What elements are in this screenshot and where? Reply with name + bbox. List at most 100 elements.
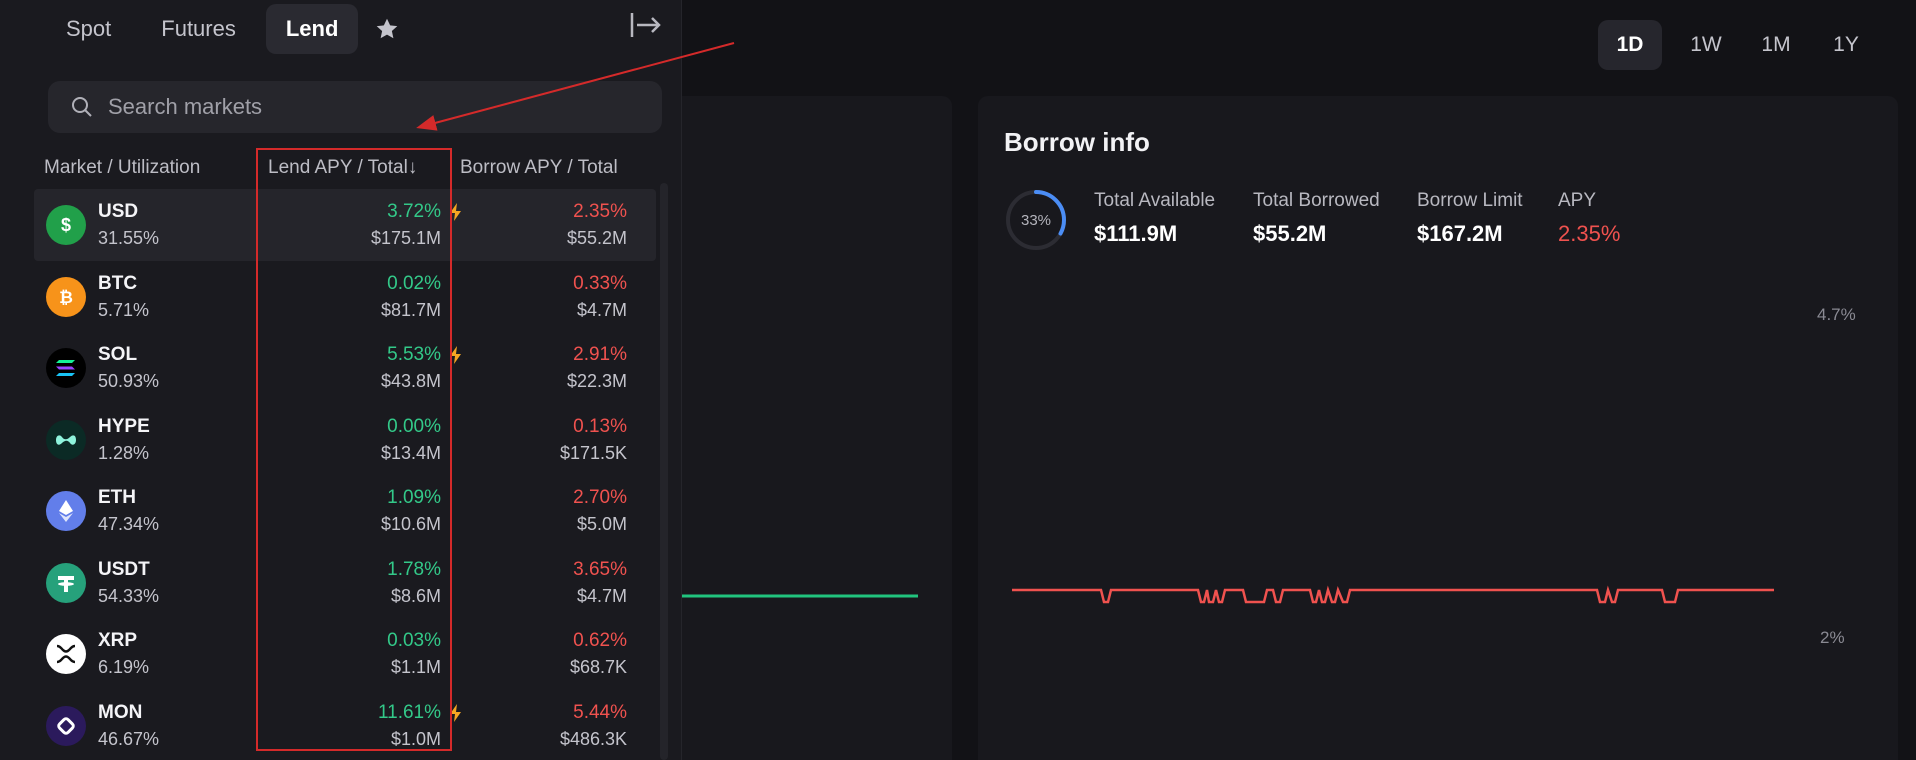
- apy-value: 2.35%: [1558, 221, 1621, 246]
- borrow-total: $486.3K: [559, 728, 627, 749]
- lend-total: $175.1M: [370, 228, 441, 248]
- svg-text:$: $: [61, 215, 71, 235]
- market-utilization: 50.93%: [98, 371, 160, 391]
- markets-panel: Spot Futures Lend Market / Utilization L…: [0, 0, 682, 760]
- borrow-total: $4.7M: [576, 585, 627, 606]
- apy-stat: APY 2.35%: [1558, 190, 1620, 247]
- borrow-limit-stat: Borrow Limit $167.2M: [1417, 190, 1523, 247]
- borrow-limit-label: Borrow Limit: [1417, 190, 1523, 211]
- market-utilization: 47.34%: [98, 514, 160, 534]
- market-symbol: USDT: [98, 558, 150, 580]
- star-icon[interactable]: [372, 14, 402, 44]
- utilization-ring: [1006, 190, 1066, 250]
- market-symbol: USD: [98, 201, 139, 222]
- column-header-borrow[interactable]: Borrow APY / Total: [460, 157, 618, 178]
- borrow-apy: 2.91%: [573, 344, 627, 365]
- market-utilization: 5.71%: [98, 299, 150, 320]
- svg-text:₿: ₿: [59, 288, 73, 307]
- total-borrowed-stat: Total Borrowed $55.2M: [1253, 190, 1380, 247]
- borrow-info-title: Borrow info: [1004, 127, 1150, 157]
- hype-coin-icon: [46, 419, 86, 460]
- lend-total: $43.8M: [380, 371, 441, 391]
- boost-bolt-icon: [450, 203, 461, 221]
- lend-apy: 11.61%: [378, 702, 465, 724]
- lend-total: $1.1M: [390, 657, 441, 677]
- range-tab-1d[interactable]: 1D: [1598, 20, 1662, 70]
- market-symbol: XRP: [98, 630, 138, 651]
- time-range-tabs: 1D 1W 1M 1Y: [1598, 20, 1878, 70]
- market-symbol: MON: [98, 701, 143, 723]
- sort-down-icon: ↓: [407, 157, 418, 178]
- column-header-market[interactable]: Market / Utilization: [44, 157, 201, 178]
- borrow-apy: 5.44%: [573, 701, 627, 723]
- total-available-label: Total Available: [1094, 190, 1216, 211]
- market-type-tabs: Spot Futures Lend: [46, 4, 402, 54]
- market-row-eth[interactable]: ETH 47.34% 1.09% $10.6M 2.70% $5.0M: [34, 475, 656, 547]
- markets-table: $ USD 31.55% 3.72% $175.1M 2.35% $55.2M …: [34, 189, 656, 760]
- lend-apy-value: 5.53%: [387, 344, 441, 365]
- lend-total: $81.7M: [380, 299, 441, 320]
- search-box[interactable]: [48, 81, 662, 133]
- market-utilization: 31.55%: [98, 228, 160, 248]
- market-symbol: HYPE: [98, 415, 150, 437]
- lend-apy-value: 1.78%: [387, 558, 441, 580]
- column-header-lend[interactable]: Lend APY / Total↓: [268, 157, 417, 179]
- collapse-panel-icon[interactable]: [628, 8, 664, 42]
- borrow-rate-line: [1012, 585, 1774, 604]
- borrow-total: $22.3M: [566, 371, 627, 391]
- btc-coin-icon: ₿: [46, 276, 86, 317]
- market-row-mon[interactable]: MON 46.67% 11.61% $1.0M 5.44% $486.3K: [34, 690, 656, 760]
- markets-scrollbar[interactable]: [660, 183, 668, 760]
- lend-apy: 1.78%: [387, 559, 441, 581]
- borrow-total: $5.0M: [576, 514, 627, 534]
- borrow-total: $171.5K: [559, 442, 627, 463]
- borrow-apy: 3.65%: [573, 558, 627, 580]
- market-utilization: 6.19%: [98, 657, 150, 677]
- borrow-apy: 0.62%: [573, 630, 627, 651]
- lend-apy-value: 0.02%: [387, 272, 441, 294]
- market-row-xrp[interactable]: XRP 6.19% 0.03% $1.1M 0.62% $68.7K: [34, 618, 656, 690]
- boost-bolt-icon: [450, 346, 461, 364]
- borrow-apy: 0.13%: [573, 415, 627, 437]
- market-symbol: ETH: [98, 487, 136, 508]
- tab-spot[interactable]: Spot: [66, 16, 112, 41]
- range-tab-1m[interactable]: 1M: [1761, 33, 1791, 56]
- search-icon: [72, 97, 92, 117]
- usdt-coin-icon: [46, 562, 86, 603]
- total-available-value: $111.9M: [1094, 221, 1178, 246]
- lend-apy: 0.00%: [387, 416, 441, 438]
- tab-futures[interactable]: Futures: [161, 16, 236, 41]
- lend-apy: 0.03%: [387, 630, 441, 652]
- lend-apy: 0.02%: [387, 273, 441, 295]
- market-row-hype[interactable]: HYPE 1.28% 0.00% $13.4M 0.13% $171.5K: [34, 404, 656, 476]
- lend-apy-value: 0.00%: [387, 415, 441, 437]
- eth-coin-icon: [46, 491, 86, 531]
- market-symbol: BTC: [98, 272, 138, 294]
- usd-coin-icon: $: [46, 205, 86, 245]
- borrow-limit-value: $167.2M: [1417, 221, 1503, 246]
- borrow-info-panel: [978, 96, 1898, 760]
- market-row-usdt[interactable]: USDT 54.33% 1.78% $8.6M 3.65% $4.7M: [34, 547, 656, 619]
- range-tab-1w[interactable]: 1W: [1690, 33, 1722, 56]
- sol-coin-icon: [46, 348, 86, 388]
- market-utilization: 54.33%: [98, 585, 160, 606]
- lend-apy: 5.53%: [387, 344, 465, 366]
- y-tick-top: 4.7%: [1817, 305, 1856, 324]
- total-borrowed-label: Total Borrowed: [1253, 190, 1380, 211]
- borrow-apy: 2.70%: [573, 487, 627, 508]
- lend-apy-value: 3.72%: [387, 201, 441, 222]
- boost-bolt-icon: [450, 703, 461, 722]
- borrow-total: $55.2M: [566, 228, 627, 248]
- market-utilization: 46.67%: [98, 728, 160, 749]
- tab-lend[interactable]: Lend: [265, 4, 359, 54]
- market-row-btc[interactable]: ₿ BTC 5.71% 0.02% $81.7M 0.33% $4.7M: [34, 261, 656, 333]
- range-tab-1y[interactable]: 1Y: [1833, 33, 1859, 56]
- search-input[interactable]: [108, 94, 588, 120]
- lend-total: $10.6M: [380, 514, 441, 534]
- market-row-sol[interactable]: SOL 50.93% 5.53% $43.8M 2.91% $22.3M: [34, 332, 656, 404]
- total-available-stat: Total Available $111.9M: [1094, 190, 1215, 247]
- market-row-usd[interactable]: $ USD 31.55% 3.72% $175.1M 2.35% $55.2M: [34, 189, 656, 261]
- y-tick-bottom: 2%: [1820, 628, 1845, 647]
- lend-apy: 3.72%: [387, 201, 465, 223]
- borrow-total: $68.7K: [569, 657, 627, 677]
